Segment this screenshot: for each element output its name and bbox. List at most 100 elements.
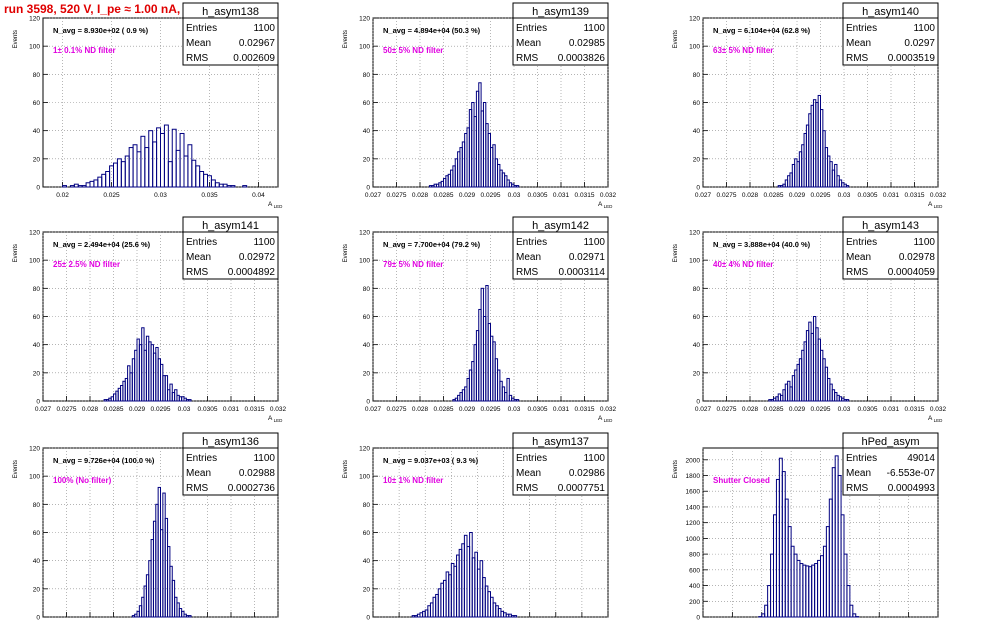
x-axis-label: A LED [928,201,943,209]
y-tick-label: 40 [363,342,371,349]
y-tick-label: 80 [693,72,701,79]
stats-entries-label: Entries [186,453,217,464]
stats-entries-value: 1100 [583,23,605,34]
y-tick-label: 80 [693,286,701,293]
panel-h_asym137: 0.0250.0260.0270.0280.0290.030.0310.0320… [343,432,609,622]
x-tick-label: 0.0315 [575,192,595,199]
stats-box-title: h_asym143 [862,220,919,232]
x-tick-label: 0.032 [930,192,947,199]
stats-entries-label: Entries [846,237,877,248]
x-axis-label: A LED [598,415,613,423]
histogram-hPed_asym [758,455,860,618]
stats-box-frame [182,216,279,280]
y-tick-label: 100 [359,44,370,51]
y-tick-label: 80 [33,286,41,293]
y-tick-label: 120 [29,230,40,237]
stats-mean-value: -6.553e-07 [887,468,936,479]
x-tick-label: 0.0315 [905,406,925,413]
x-axis-label-main: A [268,201,273,208]
stats-rms-label: RMS [186,53,209,64]
y-axis-label: Events [343,460,349,478]
x-axis-label: A LED [268,415,283,423]
histogram-bin [846,585,851,618]
stats-mean-label: Mean [516,38,541,49]
filter-label: Shutter Closed [713,476,770,485]
y-tick-label: 0 [366,399,370,406]
stats-rms-value: 0.0003519 [888,53,936,64]
y-tick-label: 60 [693,314,701,321]
x-tick-label: 0.027 [365,192,382,199]
stats-rms-label: RMS [846,267,869,278]
y-tick-label: 80 [33,502,41,509]
y-tick-label: 40 [33,128,41,135]
x-tick-label: 0.035 [201,192,218,199]
histogram-bin [515,399,520,402]
y-axis-label: Events [673,30,679,48]
x-tick-label: 0.0305 [528,192,548,199]
navg-label: N_avg = 2.494e+04 (25.6 %) [53,240,151,249]
stats-entries-label: Entries [516,23,547,34]
y-tick-label: 20 [363,156,371,163]
y-tick-label: 400 [689,583,700,590]
x-tick-label: 0.0305 [858,406,878,413]
histogram-bin [164,375,169,402]
histogram-bin [188,615,192,618]
y-tick-label: 120 [689,230,700,237]
x-tick-label: 0.0315 [575,406,595,413]
stats-rms-label: RMS [516,267,539,278]
y-axis-label: Events [673,244,679,262]
y-tick-label: 40 [693,128,701,135]
x-tick-label: 0.028 [742,192,759,199]
x-tick-label: 0.029 [789,192,806,199]
x-tick-label: 0.025 [103,192,120,199]
stats-box-frame [842,216,939,280]
histogram-h_asym138 [62,124,248,188]
filter-label: 1± 0.1% ND filter [53,46,116,55]
stats-mean-label: Mean [846,38,871,49]
filter-label: 100% (No filter) [53,476,112,485]
x-tick-label: 0.028 [412,406,429,413]
panel-h_asym143: 0.027 0.0275 0.028 0.0285 0.029 0.0295 0.03 0.0… [673,216,947,423]
x-axis-label: A LED [598,201,613,209]
stats-rms-value: 0.0003826 [558,53,606,64]
y-tick-label: 120 [359,230,370,237]
x-tick-label: 0.028 [742,406,759,413]
y-tick-label: 40 [33,558,41,565]
histogram-bin [513,615,518,618]
panel-h_asym140: 0.027 0.0275 0.028 0.0285 0.029 0.0295 0.03 0.0… [673,2,947,209]
stats-box: h_asym140 Entries 1100 Mean 0.0297 RMS 0.00035… [842,2,939,66]
stats-box: h_asym142 Entries 1100 Mean 0.02971 RMS 0.0003… [512,216,609,280]
x-tick-label: 0.028 [412,192,429,199]
y-tick-label: 60 [363,314,371,321]
stats-rms-label: RMS [846,483,869,494]
y-tick-label: 20 [363,586,371,593]
histogram-bin [188,399,192,402]
stats-mean-label: Mean [516,252,541,263]
y-tick-label: 40 [33,342,41,349]
y-axis-label: Events [673,460,679,478]
x-tick-label: 0.0295 [481,406,501,413]
panel-h_asym138: 0.02 0.025 0.03 0.035 0.04 0 20 40 60 80 100 120 Eve… [13,2,283,209]
filter-label: 25± 2.5% ND filter [53,260,120,269]
stats-box: hPed_asym Entries 49014 Mean -6.553e-07 RMS 0.… [842,432,939,496]
panel-hPed_asym: -0.002-0.0015-0.001-0.000500.00050.0010.… [673,432,939,622]
y-tick-label: 600 [689,567,700,574]
y-tick-label: 60 [363,530,371,537]
x-axis-label-sub: LED [602,418,613,423]
x-tick-label: 0.03 [838,192,851,199]
y-tick-label: 100 [359,258,370,265]
page-title: run 3598, 520 V, I_pe ≈ 1.00 nA, 120 Hz [4,2,222,16]
histogram-bin [242,185,248,188]
stats-mean-label: Mean [516,468,541,479]
stats-rms-label: RMS [186,267,209,278]
y-tick-label: 100 [29,258,40,265]
stats-mean-value: 0.02971 [569,252,606,263]
y-axis-label: Events [343,244,349,262]
stats-rms-value: 0.0002736 [228,483,276,494]
stats-box-frame [512,432,609,496]
stats-box-frame [842,2,939,66]
y-tick-label: 100 [689,258,700,265]
stats-mean-value: 0.02985 [569,38,606,49]
stats-mean-label: Mean [186,252,211,263]
histogram-bin [852,613,857,618]
